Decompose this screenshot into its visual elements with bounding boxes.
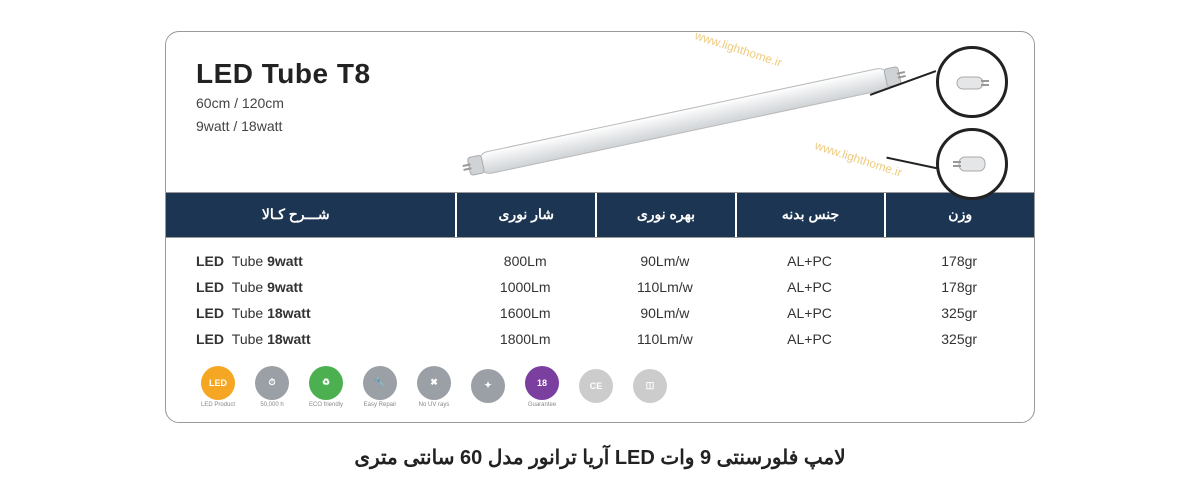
badge: 🔧 Easy Repair — [358, 366, 402, 408]
callout-endcap-bottom — [936, 128, 1008, 200]
badge-label: 50,000 h — [260, 402, 283, 408]
table-row: LED Tube 18watt 1800Lm 110Lm/w AL+PC 325… — [166, 326, 1034, 352]
cell-flux: 1600Lm — [455, 305, 595, 321]
badge-label: No UV rays — [419, 402, 450, 408]
cell-weight: 325gr — [884, 305, 1034, 321]
product-title: LED Tube T8 — [196, 58, 371, 90]
endcap-detail-icon — [949, 141, 995, 187]
cell-efficacy: 110Lm/w — [595, 331, 735, 347]
cell-desc: LED Tube 18watt — [166, 331, 455, 347]
subtitle-line1: 60cm / 120cm — [196, 94, 371, 114]
badge: CE — [574, 369, 618, 405]
subtitle-line2: 9watt / 18watt — [196, 117, 371, 137]
certification-badges: LED LED Product ⏱ 50,000 h ♻ ECO friendly 🔧 Eas… — [166, 358, 1034, 422]
spec-table-body: LED Tube 9watt 800Lm 90Lm/w AL+PC 178gr … — [166, 238, 1034, 358]
cell-flux: 800Lm — [455, 253, 595, 269]
badge-label: Easy Repair — [364, 402, 397, 408]
cell-desc: LED Tube 9watt — [166, 279, 455, 295]
badge: 18 Guarantee — [520, 366, 564, 408]
cell-desc: LED Tube 18watt — [166, 305, 455, 321]
spec-table-header: شـــرح کـالا شار نوری بهره نوری جنس بدنه… — [166, 192, 1034, 238]
table-row: LED Tube 9watt 800Lm 90Lm/w AL+PC 178gr — [166, 248, 1034, 274]
cell-body: AL+PC — [735, 305, 885, 321]
badge-icon: ⏱ — [255, 366, 289, 400]
badge-icon: 18 — [525, 366, 559, 400]
product-card: LED Tube T8 60cm / 120cm 9watt / 18watt … — [165, 31, 1035, 423]
header-weight: وزن — [884, 193, 1034, 237]
table-row: LED Tube 9watt 1000Lm 110Lm/w AL+PC 178g… — [166, 274, 1034, 300]
top-section: LED Tube T8 60cm / 120cm 9watt / 18watt … — [166, 32, 1034, 192]
cell-flux: 1800Lm — [455, 331, 595, 347]
badge-label: LED Product — [201, 402, 235, 408]
badge-icon: ◫ — [633, 369, 667, 403]
header-desc: شـــرح کـالا — [166, 193, 455, 237]
badge-icon: ♻ — [309, 366, 343, 400]
badge: ◫ — [628, 369, 672, 405]
table-row: LED Tube 18watt 1600Lm 90Lm/w AL+PC 325g… — [166, 300, 1034, 326]
header-efficacy: بهره نوری — [595, 193, 735, 237]
cell-desc: LED Tube 9watt — [166, 253, 455, 269]
header-flux: شار نوری — [455, 193, 595, 237]
badge: LED LED Product — [196, 366, 240, 408]
cell-flux: 1000Lm — [455, 279, 595, 295]
badge-icon: ✦ — [471, 369, 505, 403]
cell-weight: 325gr — [884, 331, 1034, 347]
cell-weight: 178gr — [884, 279, 1034, 295]
cell-efficacy: 90Lm/w — [595, 253, 735, 269]
badge: ♻ ECO friendly — [304, 366, 348, 408]
cell-weight: 178gr — [884, 253, 1034, 269]
badge: ✦ — [466, 369, 510, 405]
badge-icon: CE — [579, 369, 613, 403]
header-body: جنس بدنه — [735, 193, 885, 237]
badge: ✖ No UV rays — [412, 366, 456, 408]
badge-icon: ✖ — [417, 366, 451, 400]
badge-icon: 🔧 — [363, 366, 397, 400]
callout-endcap-top — [936, 46, 1008, 118]
badge-label: ECO friendly — [309, 402, 343, 408]
cell-body: AL+PC — [735, 279, 885, 295]
cell-body: AL+PC — [735, 253, 885, 269]
cell-body: AL+PC — [735, 331, 885, 347]
cell-efficacy: 110Lm/w — [595, 279, 735, 295]
badge: ⏱ 50,000 h — [250, 366, 294, 408]
badge-label: Guarantee — [528, 402, 556, 408]
tube-illustration — [454, 60, 914, 180]
endcap-detail-icon — [949, 59, 995, 105]
badge-icon: LED — [201, 366, 235, 400]
title-block: LED Tube T8 60cm / 120cm 9watt / 18watt — [196, 58, 371, 137]
page-caption: لامپ فلورسنتی 9 وات LED آریا ترانور مدل … — [354, 445, 845, 470]
cell-efficacy: 90Lm/w — [595, 305, 735, 321]
